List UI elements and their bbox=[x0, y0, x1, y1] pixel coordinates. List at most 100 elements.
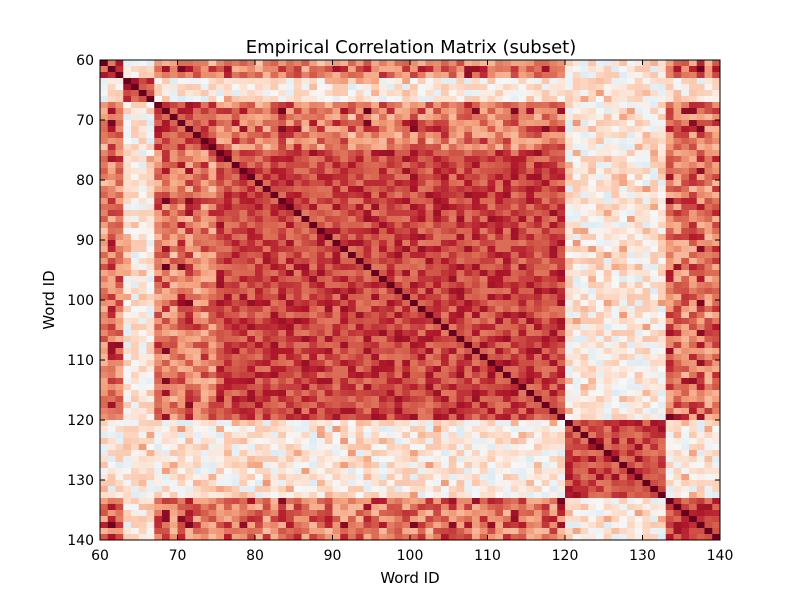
heatmap-cell bbox=[138, 342, 147, 349]
heatmap-cell bbox=[154, 390, 163, 397]
heatmap-cell bbox=[580, 90, 589, 97]
heatmap-cell bbox=[100, 246, 109, 253]
heatmap-cell bbox=[541, 300, 550, 307]
heatmap-cell bbox=[169, 138, 178, 145]
heatmap-cell bbox=[231, 204, 240, 211]
heatmap-cell bbox=[619, 204, 628, 211]
heatmap-cell bbox=[348, 354, 357, 361]
heatmap-cell bbox=[696, 138, 705, 145]
heatmap-cell bbox=[208, 306, 217, 313]
heatmap-cell bbox=[472, 78, 481, 85]
heatmap-cell bbox=[704, 198, 713, 205]
heatmap-cell bbox=[441, 324, 450, 331]
heatmap-cell bbox=[417, 204, 426, 211]
heatmap-cell bbox=[247, 312, 256, 319]
heatmap-cell bbox=[379, 174, 388, 181]
heatmap-cell bbox=[650, 258, 659, 265]
heatmap-cell bbox=[472, 246, 481, 253]
heatmap-cell bbox=[348, 174, 357, 181]
heatmap-cell bbox=[572, 384, 581, 391]
heatmap-cell bbox=[658, 132, 667, 139]
heatmap-cell bbox=[324, 282, 333, 289]
heatmap-cell bbox=[611, 102, 620, 109]
heatmap-cell bbox=[324, 60, 333, 67]
heatmap-cell bbox=[518, 132, 527, 139]
heatmap-cell bbox=[332, 114, 341, 121]
heatmap-cell bbox=[293, 384, 302, 391]
heatmap-cell bbox=[696, 144, 705, 151]
heatmap-cell bbox=[138, 420, 147, 427]
heatmap-cell bbox=[185, 336, 194, 343]
heatmap-cell bbox=[665, 78, 674, 85]
heatmap-cell bbox=[534, 336, 543, 343]
heatmap-cell bbox=[286, 102, 295, 109]
heatmap-cell bbox=[642, 426, 651, 433]
heatmap-cell bbox=[479, 420, 488, 427]
heatmap-cell bbox=[200, 408, 209, 415]
heatmap-cell bbox=[495, 78, 504, 85]
heatmap-cell bbox=[487, 168, 496, 175]
heatmap-cell bbox=[634, 246, 643, 253]
heatmap-cell bbox=[650, 198, 659, 205]
heatmap-cell bbox=[146, 156, 155, 163]
heatmap-cell bbox=[208, 90, 217, 97]
heatmap-cell bbox=[146, 240, 155, 247]
heatmap-cell bbox=[557, 156, 566, 163]
heatmap-cell bbox=[510, 336, 519, 343]
heatmap-cell bbox=[572, 372, 581, 379]
heatmap-cell bbox=[177, 210, 186, 217]
heatmap-cell bbox=[580, 426, 589, 433]
heatmap-cell bbox=[394, 60, 403, 67]
heatmap-cell bbox=[704, 276, 713, 283]
heatmap-cell bbox=[580, 384, 589, 391]
heatmap-cell bbox=[301, 156, 310, 163]
heatmap-cell bbox=[146, 90, 155, 97]
heatmap-cell bbox=[169, 234, 178, 241]
heatmap-cell bbox=[495, 390, 504, 397]
heatmap-cell bbox=[534, 192, 543, 199]
heatmap-cell bbox=[534, 90, 543, 97]
heatmap-cell bbox=[479, 294, 488, 301]
heatmap-cell bbox=[456, 354, 465, 361]
heatmap-cell bbox=[441, 396, 450, 403]
heatmap-cell bbox=[371, 384, 380, 391]
heatmap-cell bbox=[495, 294, 504, 301]
heatmap-cell bbox=[534, 78, 543, 85]
heatmap-cell bbox=[650, 246, 659, 253]
heatmap-cell bbox=[348, 228, 357, 235]
heatmap-cell bbox=[425, 270, 434, 277]
heatmap-cell bbox=[673, 324, 682, 331]
heatmap-cell bbox=[456, 306, 465, 313]
heatmap-cell bbox=[518, 216, 527, 223]
heatmap-cell bbox=[340, 72, 349, 79]
heatmap-cell bbox=[658, 426, 667, 433]
heatmap-cell bbox=[588, 210, 597, 217]
heatmap-cell bbox=[487, 348, 496, 355]
heatmap-cell bbox=[557, 126, 566, 133]
heatmap-cell bbox=[464, 258, 473, 265]
heatmap-cell bbox=[580, 222, 589, 229]
heatmap-cell bbox=[487, 222, 496, 229]
heatmap-cell bbox=[146, 204, 155, 211]
heatmap-cell bbox=[348, 258, 357, 265]
heatmap-cell bbox=[177, 384, 186, 391]
heatmap-cell bbox=[231, 228, 240, 235]
heatmap-cell bbox=[487, 84, 496, 91]
heatmap-cell bbox=[696, 378, 705, 385]
heatmap-cell bbox=[200, 294, 209, 301]
heatmap-cell bbox=[309, 198, 318, 205]
heatmap-cell bbox=[456, 360, 465, 367]
heatmap-cell bbox=[379, 366, 388, 373]
heatmap-cell bbox=[224, 72, 233, 79]
heatmap-cell bbox=[658, 408, 667, 415]
heatmap-cell bbox=[650, 192, 659, 199]
heatmap-cell bbox=[448, 96, 457, 103]
heatmap-cell bbox=[185, 360, 194, 367]
heatmap-cell bbox=[681, 300, 690, 307]
heatmap-cell bbox=[603, 390, 612, 397]
heatmap-cell bbox=[580, 372, 589, 379]
heatmap-cell bbox=[712, 192, 721, 199]
heatmap-cell bbox=[255, 78, 264, 85]
heatmap-cell bbox=[658, 144, 667, 151]
heatmap-cell bbox=[634, 66, 643, 73]
